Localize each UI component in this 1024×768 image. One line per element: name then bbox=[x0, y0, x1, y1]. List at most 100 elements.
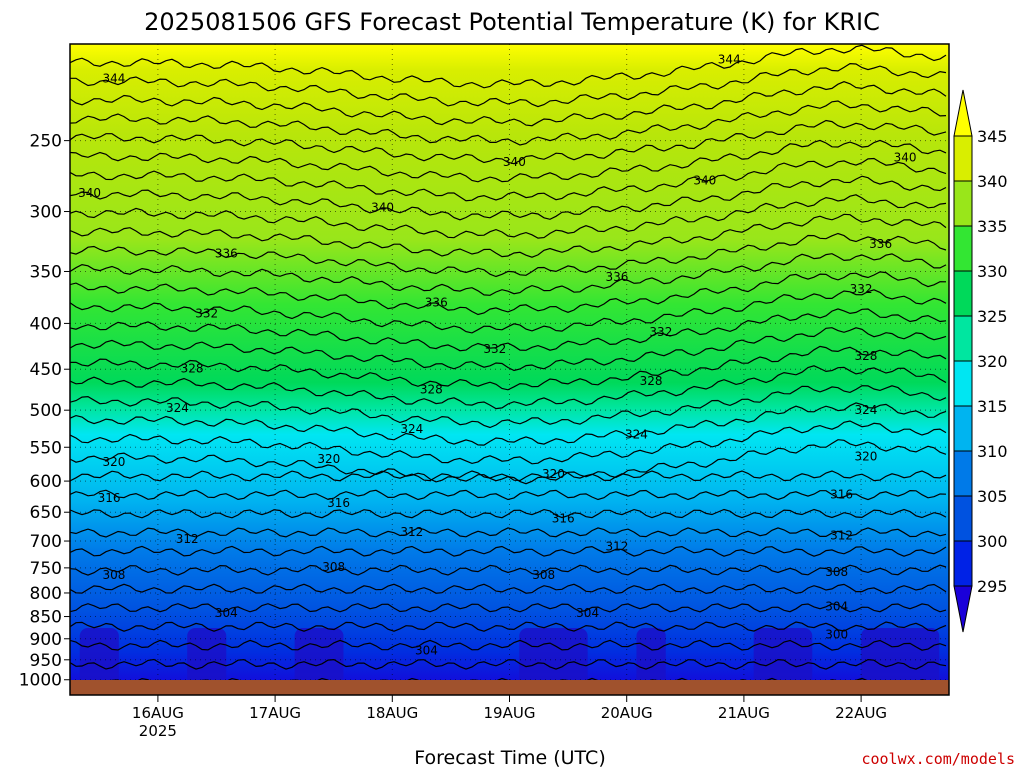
x-axis-title: Forecast Time (UTC) bbox=[414, 747, 605, 768]
isentrope-line bbox=[70, 545, 947, 557]
contour-label: 328 bbox=[420, 382, 443, 396]
isentrope-line bbox=[70, 658, 947, 670]
isentrope-line bbox=[70, 157, 947, 202]
contour-label: 312 bbox=[605, 540, 628, 554]
contour-label: 332 bbox=[195, 307, 218, 321]
isentrope-line bbox=[70, 639, 947, 651]
y-tick-label: 350 bbox=[30, 262, 62, 282]
contour-label: 336 bbox=[215, 246, 238, 260]
y-tick-label: 600 bbox=[30, 472, 62, 492]
colorbar-bin bbox=[953, 495, 973, 542]
contour-label: 340 bbox=[693, 174, 716, 188]
colorbar-bin bbox=[953, 450, 973, 497]
contour-label: 336 bbox=[425, 295, 448, 309]
isentrope-line bbox=[70, 308, 947, 352]
isentrope-line bbox=[70, 470, 947, 482]
contour-label: 320 bbox=[317, 452, 340, 466]
y-tick-label: 300 bbox=[30, 203, 62, 223]
contour-label: 316 bbox=[98, 491, 121, 505]
contour-label: 308 bbox=[102, 568, 125, 582]
isentrope-line bbox=[70, 385, 947, 429]
y-tick-label: 900 bbox=[30, 630, 62, 650]
x-tick-label: 17AUG bbox=[249, 704, 301, 722]
colorbar-label: 345 bbox=[977, 127, 1008, 146]
isentrope-line bbox=[70, 402, 947, 446]
cold-pool bbox=[861, 628, 940, 688]
contour-label: 332 bbox=[649, 325, 672, 339]
colorbar-bin bbox=[953, 225, 973, 272]
contour-label: 344 bbox=[102, 71, 125, 85]
contour-label: 320 bbox=[102, 455, 125, 469]
cold-pool bbox=[519, 628, 588, 688]
colorbar-bin bbox=[953, 540, 973, 587]
site-credit[interactable]: coolwx.com/models bbox=[861, 750, 1015, 768]
contour-label: 312 bbox=[176, 532, 199, 546]
colorbar-label: 335 bbox=[977, 217, 1008, 236]
y-axis: 2503003504004505005506006507007508008509… bbox=[19, 132, 70, 691]
colorbar-bin bbox=[953, 180, 973, 227]
cold-pool bbox=[79, 628, 119, 688]
cold-pool bbox=[753, 628, 813, 688]
contour-label: 316 bbox=[327, 496, 350, 510]
colorbar-bin bbox=[953, 405, 973, 452]
y-tick-label: 650 bbox=[30, 503, 62, 523]
colorbar-label: 295 bbox=[977, 577, 1008, 596]
isentrope-line bbox=[70, 232, 947, 278]
isentrope-line bbox=[70, 119, 947, 165]
y-tick-label: 800 bbox=[30, 584, 62, 604]
contour-label: 316 bbox=[552, 512, 575, 526]
colorbar-bin bbox=[953, 315, 973, 362]
colorbar: 295 300 305 310 315 320 325 330 335 340 345 bbox=[953, 89, 1008, 633]
colorbar-bin bbox=[953, 360, 973, 407]
contour-label: 340 bbox=[78, 186, 101, 200]
contour-label: 324 bbox=[625, 427, 648, 441]
isentrope-line bbox=[70, 508, 947, 519]
x-tick-label: 16AUG bbox=[132, 704, 184, 722]
contour-label: 340 bbox=[371, 201, 394, 215]
x-tick-label: 21AUG bbox=[718, 704, 770, 722]
contour-label: 304 bbox=[825, 599, 848, 613]
x-tick-sublabel: 2025 bbox=[139, 722, 177, 740]
contour-label: 328 bbox=[855, 349, 878, 363]
contour-label: 304 bbox=[576, 606, 599, 620]
contour-label: 344 bbox=[718, 53, 741, 67]
y-tick-label: 450 bbox=[30, 360, 62, 380]
colorbar-bin bbox=[953, 270, 973, 317]
isentrope-line bbox=[70, 44, 947, 89]
y-tick-label: 550 bbox=[30, 438, 62, 458]
x-tick-label: 20AUG bbox=[601, 704, 653, 722]
y-tick-label: 850 bbox=[30, 608, 62, 628]
cold-pool bbox=[294, 628, 344, 688]
y-tick-label: 250 bbox=[30, 132, 62, 152]
chart-title: 2025081506 GFS Forecast Potential Temper… bbox=[144, 8, 880, 36]
plot-area bbox=[70, 44, 949, 695]
colorbar-label: 325 bbox=[977, 307, 1008, 326]
isentrope-line bbox=[70, 175, 947, 221]
isentrope-line bbox=[70, 527, 947, 538]
low-level-cold-pools bbox=[79, 628, 940, 688]
contour-label: 324 bbox=[855, 403, 878, 417]
contour-label: 340 bbox=[894, 150, 917, 164]
contour-label: 340 bbox=[503, 155, 526, 169]
isentrope-line bbox=[70, 253, 947, 296]
contour-label: 336 bbox=[605, 270, 628, 284]
isentrope-line bbox=[70, 327, 947, 372]
contour-label: 308 bbox=[825, 565, 848, 579]
isentrope-line bbox=[70, 289, 947, 334]
isentrope-line bbox=[70, 420, 947, 465]
contour-label: 308 bbox=[532, 568, 555, 582]
contour-label: 328 bbox=[181, 361, 204, 375]
y-tick-label: 1000 bbox=[19, 671, 62, 691]
contour-label: 316 bbox=[830, 487, 853, 501]
isentrope-line bbox=[70, 213, 947, 258]
colorbar-bin bbox=[953, 135, 973, 182]
colorbar-label: 315 bbox=[977, 397, 1008, 416]
isentrope-line bbox=[70, 100, 947, 146]
contour-label: 336 bbox=[869, 237, 892, 251]
isentrope-line bbox=[70, 564, 947, 576]
contour-label: 308 bbox=[322, 560, 345, 574]
x-tick-label: 18AUG bbox=[366, 704, 418, 722]
contour-label: 324 bbox=[400, 422, 423, 436]
contour-label: 312 bbox=[830, 528, 853, 542]
